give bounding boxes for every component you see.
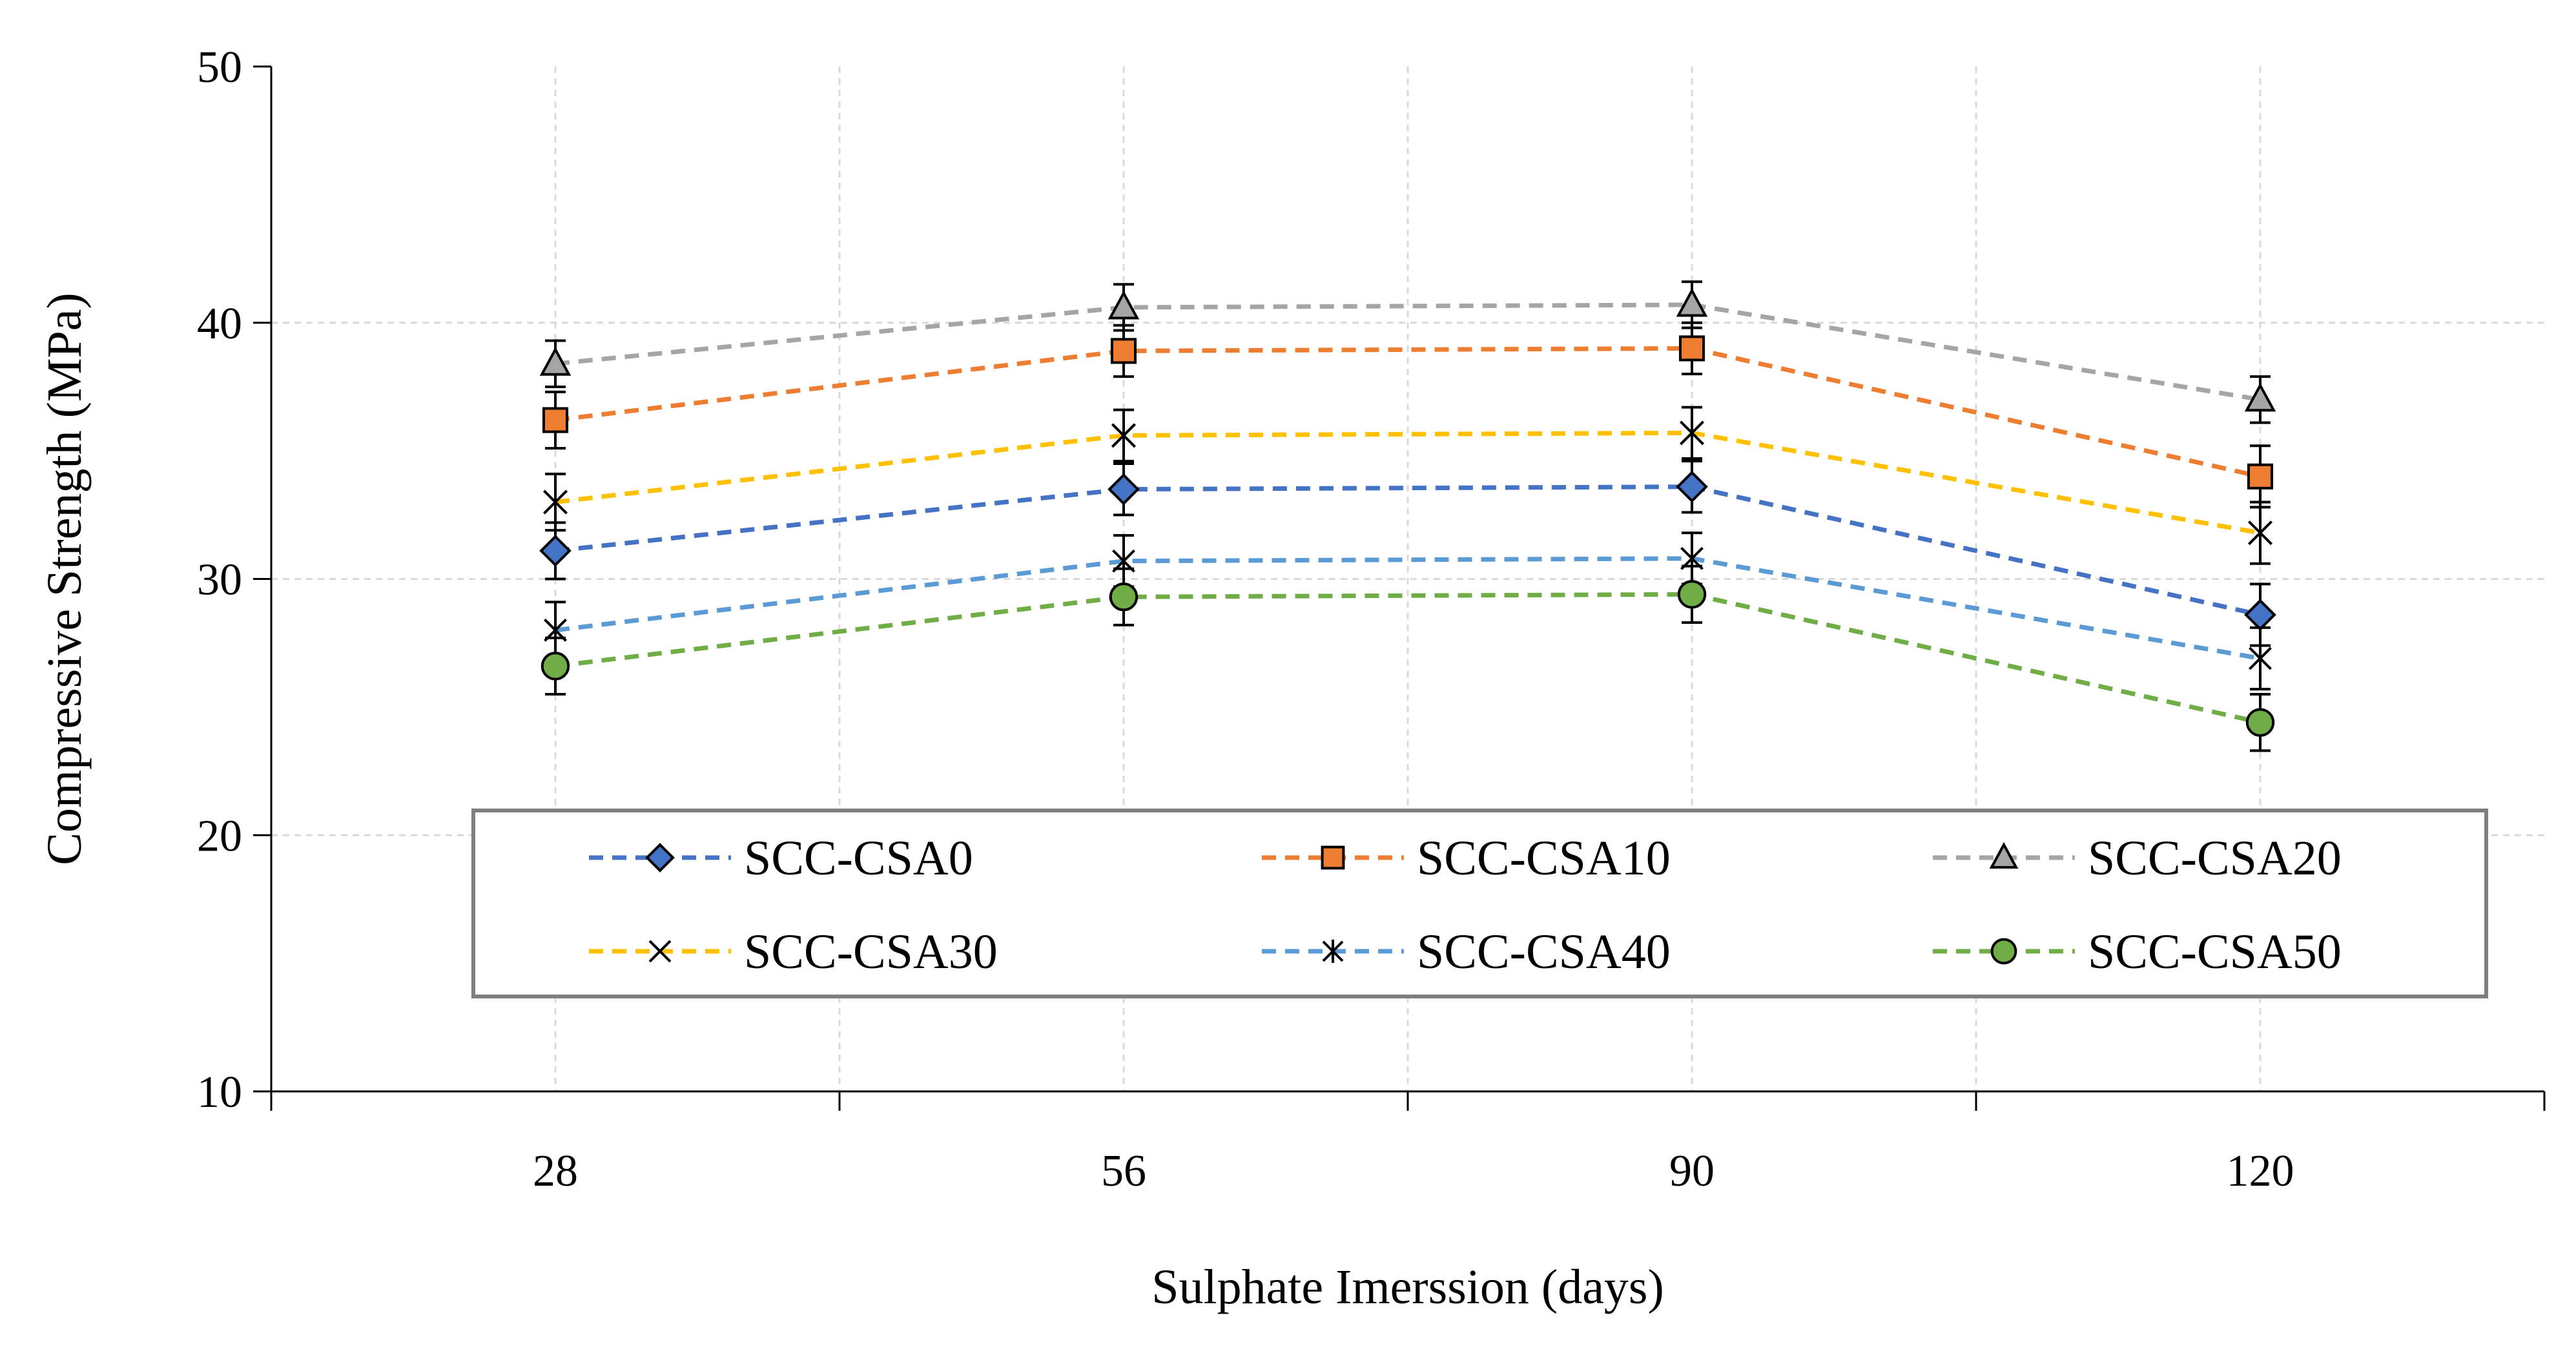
data-point — [542, 490, 568, 515]
legend-item: SCC-CSA20 — [1933, 831, 2342, 885]
legend-marker — [1322, 940, 1344, 963]
series-line — [555, 556, 2261, 661]
data-point — [541, 652, 570, 681]
legend-item: SCC-CSA0 — [589, 831, 973, 885]
y-tick-label: 20 — [197, 811, 242, 861]
data-point — [2244, 382, 2276, 412]
data-point — [539, 535, 572, 567]
data-point — [1677, 580, 1707, 609]
data-point — [1676, 470, 1708, 503]
legend-marker — [1989, 841, 2019, 869]
data-point — [1676, 287, 1708, 317]
series-scc-csa0 — [539, 459, 2276, 647]
x-tick-label: 56 — [1101, 1146, 1146, 1196]
y-tick-label: 10 — [197, 1068, 242, 1117]
legend-item: SCC-CSA50 — [1933, 925, 2342, 979]
series-line — [555, 346, 2261, 479]
series-layer — [539, 280, 2276, 752]
legend-item: SCC-CSA40 — [1262, 925, 1671, 979]
series-line — [555, 484, 2261, 617]
data-point — [1109, 583, 1139, 612]
axes: 10 20 30 40 50 28 56 90 120 — [197, 43, 2546, 1196]
legend-label: SCC-CSA30 — [744, 925, 998, 979]
y-tick-label: 50 — [197, 43, 242, 92]
data-point — [1111, 423, 1137, 448]
x-tick-label: 90 — [1669, 1146, 1715, 1196]
data-point — [2247, 463, 2274, 490]
x-axis-title: Sulphate Imerssion (days) — [1151, 1260, 1664, 1314]
data-point — [2244, 599, 2276, 631]
legend: SCC-CSA0 SCC-CSA10 SCC-CSA20 SCC-CSA30 SCC-C… — [471, 809, 2488, 998]
data-point — [1110, 338, 1137, 364]
data-point — [1679, 420, 1705, 446]
data-point — [2245, 708, 2275, 737]
series-line — [555, 430, 2261, 535]
legend-marker — [1990, 938, 2017, 965]
legend-label: SCC-CSA50 — [2088, 925, 2342, 979]
series-scc-csa20 — [539, 280, 2276, 424]
legend-label: SCC-CSA10 — [1417, 831, 1671, 885]
legend-label: SCC-CSA0 — [744, 831, 973, 885]
series-scc-csa40 — [544, 531, 2272, 691]
y-tick-label: 40 — [197, 299, 242, 349]
data-point — [1108, 473, 1140, 506]
legend-label: SCC-CSA20 — [2088, 831, 2342, 885]
data-point — [539, 347, 572, 376]
legend-label: SCC-CSA40 — [1417, 925, 1671, 979]
x-tick-label: 28 — [533, 1146, 578, 1196]
series-scc-csa10 — [542, 321, 2274, 509]
data-point — [1678, 335, 1705, 362]
data-point — [2249, 645, 2272, 672]
data-point — [1108, 290, 1140, 320]
legend-marker — [645, 843, 675, 872]
legend-marker — [1321, 845, 1345, 870]
legend-item: SCC-CSA10 — [1262, 831, 1671, 885]
y-tick-label: 30 — [197, 555, 242, 605]
legend-marker — [648, 940, 672, 963]
y-axis-title: Compressive Strength (MPa) — [37, 293, 92, 865]
x-tick-label: 120 — [2227, 1146, 2294, 1196]
series-scc-csa30 — [542, 406, 2273, 565]
data-point — [542, 407, 569, 433]
legend-item: SCC-CSA30 — [589, 925, 998, 979]
series-line — [555, 302, 2261, 402]
data-point — [2247, 521, 2273, 546]
series-scc-csa50 — [541, 564, 2275, 752]
series-line — [555, 592, 2261, 725]
legend-box — [471, 809, 2488, 998]
